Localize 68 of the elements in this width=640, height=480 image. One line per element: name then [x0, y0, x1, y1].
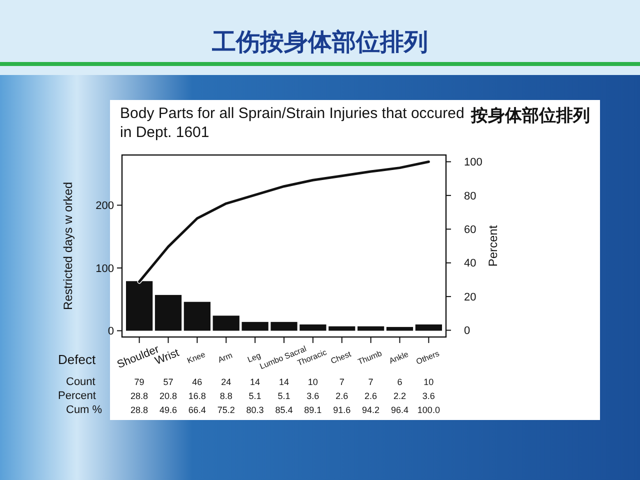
y-tick-label: 200 [96, 200, 114, 212]
data-label: 28.8 [130, 405, 148, 415]
data-label: 6 [397, 377, 402, 387]
data-label: 46 [192, 377, 202, 387]
text: 8.8 [220, 391, 232, 401]
text: 3.6 [306, 391, 320, 401]
data-label: 7 [339, 377, 344, 387]
text: Count [66, 376, 96, 388]
text: 5.1 [278, 391, 290, 401]
data-label: 100.0 [417, 405, 440, 415]
x-tick-label: Chest [330, 349, 354, 366]
chart-title: Body Parts for all Sprain/Strain Injuries that occured in Dept. 1601 [120, 105, 464, 141]
data-label: 79 [134, 377, 144, 387]
y2-tick-label: 0 [464, 325, 470, 338]
data-label: 91.6 [333, 405, 351, 415]
text: 3.6 [422, 391, 435, 401]
data-label: 14 [250, 377, 260, 387]
data-label: 89.1 [304, 405, 322, 415]
bar [270, 322, 298, 331]
bar [242, 322, 268, 331]
x-tick-label: Ankle [388, 350, 410, 366]
data-label: 85.4 [275, 405, 293, 415]
x-tick-label: Knee [186, 350, 208, 366]
y-tick-label: 100 [96, 262, 114, 275]
data-label: 10 [308, 377, 318, 387]
chart-subtitle: 工伤按身体部位排列 [211, 29, 428, 56]
bar [154, 294, 182, 331]
x-tick-label: Thumb [356, 348, 384, 367]
data-label: 96.4 [390, 405, 409, 415]
text: Cum % [66, 404, 102, 416]
y-tick-label: 0 [108, 326, 114, 338]
data-label: 75.2 [217, 405, 235, 415]
bar [328, 326, 356, 331]
x-tick-label: Arm [216, 350, 234, 365]
data-label: 66.4 [188, 405, 206, 415]
bar [184, 302, 210, 331]
text: 28.8 [130, 391, 148, 401]
bar [358, 326, 384, 331]
data-label: 80.3 [246, 405, 264, 415]
bar [300, 324, 326, 331]
y2-tick-label: 80 [464, 190, 476, 202]
text: 2.6 [364, 391, 378, 401]
data-label: 14 [278, 377, 290, 387]
y2-tick-label: 20 [464, 291, 476, 304]
data-label: 7 [368, 377, 374, 387]
bar [386, 326, 414, 331]
data-label: 24 [221, 377, 232, 387]
y2-axis-title: Percent [486, 224, 500, 267]
y2-tick-label: 60 [464, 224, 476, 236]
text: 按身体部位排列 [470, 106, 590, 125]
text: 20.8 [159, 391, 178, 401]
text: 2.6 [336, 391, 348, 401]
data-label: 57 [163, 377, 174, 387]
text: 5.1 [248, 391, 262, 401]
bar [415, 324, 442, 331]
data-label: 49.6 [159, 405, 178, 415]
y-axis-title: Restricted days w orked [61, 182, 75, 310]
x-tick-label: Others [414, 349, 441, 366]
text: 2.2 [393, 391, 406, 401]
text: Percent [58, 390, 96, 402]
bar [212, 316, 240, 331]
y2-tick-label: 100 [464, 156, 482, 169]
x-axis-title: Defect [58, 352, 96, 367]
x-tick-label: Leg [246, 351, 262, 364]
y2-tick-label: 40 [464, 258, 476, 270]
text: 16.8 [188, 391, 206, 401]
data-label: 10 [424, 377, 434, 387]
data-label: 94.2 [362, 405, 380, 415]
